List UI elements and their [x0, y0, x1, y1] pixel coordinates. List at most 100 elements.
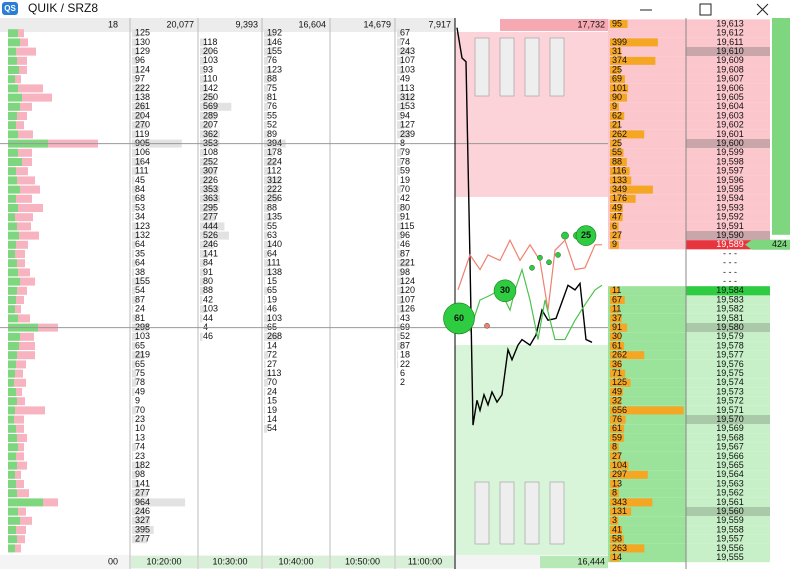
profile-buy-bar: [8, 342, 19, 350]
volume-bar: [132, 461, 143, 470]
volume-value: 246: [135, 506, 150, 516]
close-button[interactable]: [756, 3, 769, 16]
volume-bar: [200, 231, 229, 240]
order-volume-bar: [610, 360, 622, 369]
volume-value: 89: [267, 129, 277, 139]
order-volume-bar: [610, 102, 619, 111]
order-volume-bar: [610, 443, 619, 452]
volume-bar: [397, 259, 410, 268]
volume-bar: [132, 84, 145, 93]
profile-sell-bar: [16, 526, 26, 534]
profile-sell-bar: [14, 415, 24, 424]
volume-bar: [132, 66, 139, 74]
volume-bar: [200, 176, 213, 185]
profile-buy-bar: [8, 360, 16, 369]
volume-value: 67: [400, 28, 410, 38]
volume-value: 49: [135, 386, 145, 396]
price-label: 19,557: [716, 534, 744, 544]
price-cell: [686, 185, 770, 195]
volume-bar: [132, 415, 134, 424]
volume-cell: [608, 19, 686, 29]
volume-bar: [200, 250, 208, 258]
order-volume: 91: [612, 322, 622, 332]
profile-buy-bar: [8, 470, 15, 479]
order-volume: 21: [612, 120, 622, 130]
order-volume-bar: [610, 75, 625, 84]
price-cell: [686, 47, 770, 57]
volume-value: 75: [267, 83, 277, 93]
volume-cell: [608, 139, 686, 149]
volume-cell: [608, 534, 686, 544]
volume-value: 55: [267, 110, 277, 120]
order-volume-bar: [610, 240, 619, 249]
profile-buy-bar: [8, 185, 20, 194]
depth-block: [474, 37, 490, 97]
volume-bar: [264, 176, 282, 185]
volume-bar: [200, 240, 214, 249]
time-cell: [263, 556, 329, 568]
volume-bar: [132, 194, 136, 203]
price-label: 19,574: [716, 377, 744, 387]
volume-bar: [200, 148, 206, 157]
order-volume: 104: [612, 460, 627, 470]
volume-value: 35: [135, 248, 145, 258]
column-total: 14,679: [363, 19, 391, 29]
volume-bar: [264, 342, 265, 350]
order-volume: 69: [612, 74, 622, 84]
price-cell: [686, 203, 770, 213]
price-label: 19,612: [716, 28, 744, 38]
volume-bar: [397, 167, 401, 176]
volume-bar: [264, 112, 268, 120]
volume-bar: [397, 314, 400, 323]
volume-bar: [200, 286, 205, 295]
profile-sell-bar: [17, 535, 25, 544]
maximize-button[interactable]: [699, 3, 712, 16]
column-total: 16,604: [298, 19, 326, 29]
volume-bar: [397, 93, 415, 102]
profile-sell-bar: [15, 75, 21, 84]
volume-bar: [264, 75, 269, 84]
volume-value: 74: [400, 37, 410, 47]
volume-value: 312: [400, 92, 415, 102]
profile-sell-bar: [17, 286, 27, 295]
volume-value: 15: [267, 396, 277, 406]
volume-value: 10: [135, 423, 145, 433]
volume-cell: [608, 359, 686, 369]
price-label: 19,609: [716, 55, 744, 65]
order-volume-bar: [610, 213, 623, 222]
profile-sell-bar: [20, 332, 34, 341]
profile-buy-bar: [8, 250, 15, 258]
volume-bar: [132, 112, 144, 120]
depth-block: [524, 37, 540, 97]
order-volume: 55: [612, 147, 622, 157]
depth-block: [549, 37, 565, 97]
price-cell: [686, 129, 770, 139]
volume-bar: [264, 369, 271, 378]
profile-sell-bar: [15, 544, 21, 553]
chart-bottom-total: 16,444: [577, 556, 605, 566]
order-volume-bar: [610, 434, 624, 442]
bubble-label: 30: [500, 285, 510, 295]
volume-value: 46: [400, 239, 410, 249]
profile-sell-bar: [16, 240, 28, 249]
volume-value: 75: [135, 368, 145, 378]
time-label: 10:20:00: [146, 556, 181, 566]
profile-sell-bar: [16, 194, 32, 203]
price-cell: [686, 83, 770, 93]
depth-block: [474, 481, 490, 545]
volume-cell: [608, 47, 686, 57]
volume-value: 103: [203, 304, 218, 314]
volume-bar: [132, 47, 140, 56]
order-volume-bar: [610, 158, 627, 166]
volume-bar: [397, 148, 402, 157]
order-volume-bar: [610, 204, 623, 212]
price-label: 19,599: [716, 147, 744, 157]
volume-cell: [608, 304, 686, 314]
volume-bar: [397, 268, 403, 277]
volume-value: 87: [400, 248, 410, 258]
volume-value: 256: [267, 193, 282, 203]
price-cell: [686, 28, 770, 38]
volume-value: 127: [400, 120, 415, 130]
profile-sell-bar: [20, 185, 40, 194]
volume-cell: [608, 111, 686, 121]
